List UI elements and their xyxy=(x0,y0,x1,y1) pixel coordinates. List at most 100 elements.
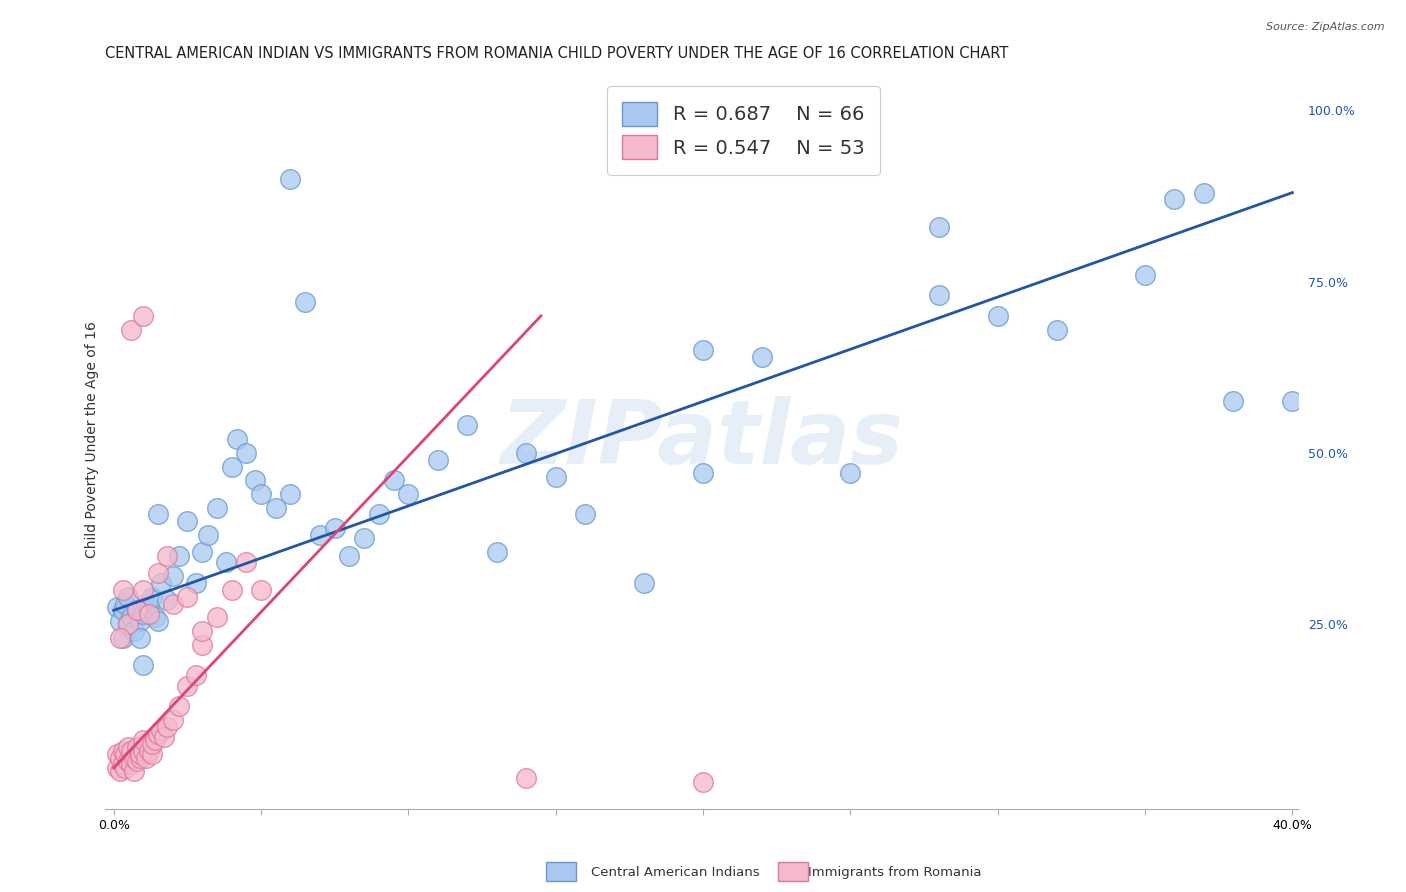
Point xyxy=(105,599,128,614)
Point xyxy=(323,521,346,535)
Point xyxy=(1133,268,1156,282)
Point xyxy=(928,288,950,302)
Point xyxy=(692,467,714,481)
Point xyxy=(132,309,155,323)
Point xyxy=(633,576,655,591)
Text: Central American Indians: Central American Indians xyxy=(591,866,759,879)
Point xyxy=(191,545,214,559)
Point xyxy=(692,343,714,358)
Point xyxy=(186,576,208,591)
Point xyxy=(243,473,266,487)
Text: CENTRAL AMERICAN INDIAN VS IMMIGRANTS FROM ROMANIA CHILD POVERTY UNDER THE AGE O: CENTRAL AMERICAN INDIAN VS IMMIGRANTS FR… xyxy=(105,46,1008,62)
Point xyxy=(426,452,449,467)
Point xyxy=(162,569,184,583)
Point xyxy=(751,350,773,364)
Point xyxy=(111,757,134,772)
Point xyxy=(120,322,142,336)
Point xyxy=(280,487,302,501)
Point xyxy=(215,556,238,570)
Point xyxy=(143,610,166,624)
Point xyxy=(105,761,128,775)
Point xyxy=(382,473,405,487)
Point xyxy=(456,418,478,433)
Point xyxy=(127,603,149,617)
Point xyxy=(111,582,134,597)
Point xyxy=(1163,193,1185,207)
Point xyxy=(111,631,134,645)
Point xyxy=(146,566,169,580)
Point xyxy=(250,582,273,597)
Point xyxy=(146,508,169,522)
Point xyxy=(127,754,149,768)
Point xyxy=(108,764,131,779)
Point xyxy=(124,750,146,764)
Point xyxy=(141,737,163,751)
Point xyxy=(117,590,139,604)
Point xyxy=(114,597,136,611)
Point xyxy=(108,631,131,645)
Point xyxy=(191,624,214,638)
Point xyxy=(114,761,136,775)
Point xyxy=(132,582,155,597)
Point xyxy=(146,614,169,628)
Point xyxy=(141,590,163,604)
Point xyxy=(111,744,134,758)
Point xyxy=(138,607,160,621)
Point xyxy=(197,528,219,542)
Point xyxy=(124,764,146,779)
Point xyxy=(105,747,128,762)
Point xyxy=(127,603,149,617)
Point xyxy=(396,487,419,501)
Text: ZIPatlas: ZIPatlas xyxy=(501,396,903,483)
Point xyxy=(309,528,332,542)
Point xyxy=(928,219,950,234)
Point xyxy=(146,726,169,740)
Point xyxy=(162,597,184,611)
Point xyxy=(120,610,142,624)
Point xyxy=(117,617,139,632)
Point xyxy=(132,658,155,673)
Point xyxy=(235,446,257,460)
Point xyxy=(111,603,134,617)
Point xyxy=(129,631,152,645)
Point xyxy=(114,747,136,762)
Point xyxy=(117,740,139,755)
Point xyxy=(485,545,508,559)
Point xyxy=(132,607,155,621)
Point xyxy=(129,750,152,764)
Point xyxy=(1222,394,1244,409)
Point xyxy=(250,487,273,501)
Point xyxy=(280,172,302,186)
Point xyxy=(692,774,714,789)
Point xyxy=(176,514,198,528)
Point xyxy=(120,744,142,758)
Point xyxy=(205,500,228,515)
Point xyxy=(143,733,166,747)
Point xyxy=(176,590,198,604)
Y-axis label: Child Poverty Under the Age of 16: Child Poverty Under the Age of 16 xyxy=(86,321,100,558)
Point xyxy=(152,730,174,744)
Point xyxy=(127,740,149,755)
Text: Immigrants from Romania: Immigrants from Romania xyxy=(808,866,981,879)
Point xyxy=(117,617,139,632)
Point xyxy=(515,771,537,785)
Point xyxy=(162,713,184,727)
Point xyxy=(129,747,152,762)
Point xyxy=(186,668,208,682)
Point xyxy=(167,549,190,563)
Point xyxy=(515,446,537,460)
Point xyxy=(149,576,172,591)
Point xyxy=(156,720,179,734)
Point xyxy=(544,470,567,484)
Point xyxy=(294,295,316,310)
Point xyxy=(339,549,361,563)
Point xyxy=(132,744,155,758)
Point xyxy=(149,723,172,738)
Point xyxy=(120,757,142,772)
Point xyxy=(135,597,157,611)
Point xyxy=(117,754,139,768)
Point xyxy=(191,638,214,652)
Point xyxy=(235,556,257,570)
Point xyxy=(574,508,596,522)
Point xyxy=(1046,322,1069,336)
